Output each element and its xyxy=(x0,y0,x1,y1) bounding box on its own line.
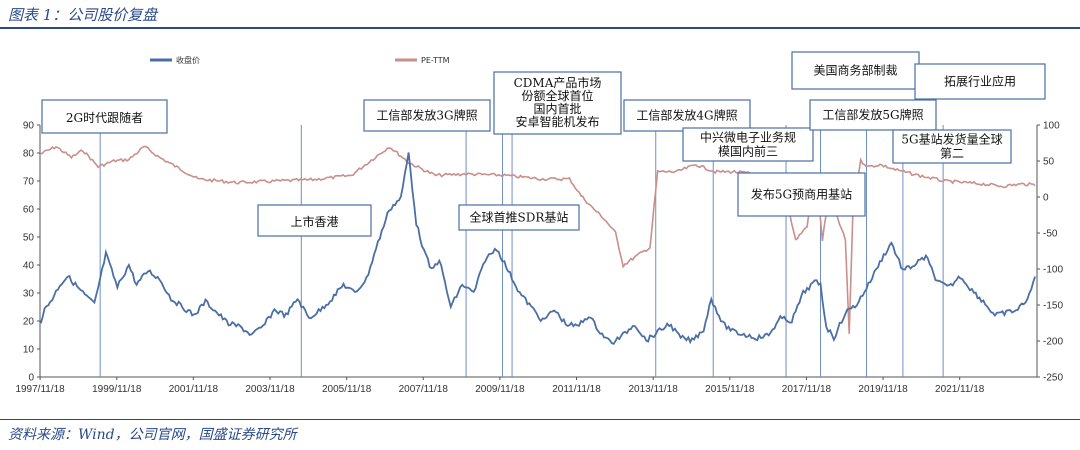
annotation-g5: 工信部发放5G牌照 xyxy=(809,99,937,131)
annotation-box xyxy=(809,99,937,131)
annotation-text: 上市香港 xyxy=(290,214,338,229)
x-tick-label: 1999/11/18 xyxy=(92,384,142,395)
annotation-text: 份额全球首位 xyxy=(521,88,593,103)
annotation-box xyxy=(623,99,751,132)
x-tick-label: 2003/11/18 xyxy=(245,384,295,395)
annotation-text: 5G基站发货量全球 xyxy=(901,132,1002,147)
annotation-box xyxy=(682,127,814,162)
x-tick-label: 2001/11/18 xyxy=(169,384,219,395)
legend: 收盘价 PE-TTM xyxy=(150,55,450,65)
x-tick-label: 2005/11/18 xyxy=(322,384,372,395)
axes: 0 10 20 30 40 50 60 70 80 90 -250 -200 -150 -100 -50 0 5… xyxy=(15,121,1063,396)
x-tick-label: 2021/11/18 xyxy=(935,384,985,395)
x-tick-label: 2011/11/18 xyxy=(552,384,601,395)
annotation-g2: 2G时代跟随者 xyxy=(41,99,168,134)
annotation-box xyxy=(363,99,491,132)
y-left-tick-label: 90 xyxy=(23,121,35,132)
x-tick-label: 2007/11/18 xyxy=(399,384,449,395)
annotation-box xyxy=(892,129,1012,164)
annotation-box xyxy=(458,204,580,231)
legend-label-price: 收盘价 xyxy=(176,55,200,65)
title-rule xyxy=(0,27,1080,29)
y-left-tick-label: 0 xyxy=(28,373,34,384)
x-tick-label: 2013/11/18 xyxy=(629,384,679,395)
closing-price-line xyxy=(39,152,1036,346)
annotation-text: CDMA产品市场 xyxy=(514,75,602,90)
annotation-box xyxy=(737,172,866,217)
figure-title: 图表 1：公司股价复盘 xyxy=(8,6,158,24)
y-left-tick-label: 70 xyxy=(23,177,35,188)
y-right-tick-label: -100 xyxy=(1043,265,1063,276)
annotation-g4: 工信部发放4G牌照 xyxy=(623,99,751,132)
annotation-box xyxy=(257,204,372,237)
annotation-box xyxy=(791,51,920,90)
annotation-text: 安卓智能机发布 xyxy=(515,114,599,129)
y-left-tick-label: 80 xyxy=(23,149,35,160)
figure-source: 资料来源：Wind，公司官网，国盛证券研究所 xyxy=(8,427,297,443)
x-tick-label: 2009/11/18 xyxy=(475,384,525,395)
y-right-tick-label: -50 xyxy=(1043,229,1058,240)
y-left-tick-label: 40 xyxy=(23,261,35,272)
annotation-text: 国内首批 xyxy=(533,101,581,116)
y-left-tick-label: 30 xyxy=(23,289,35,300)
y-left-tick-label: 20 xyxy=(23,317,35,328)
pe-ttm-line xyxy=(40,145,1036,334)
annotation-industry: 拓展行业应用 xyxy=(914,63,1046,100)
annotation-text: 美国商务部制裁 xyxy=(813,63,897,78)
annotation-pre5g: 发布5G预商用基站 xyxy=(737,172,866,217)
annotation-box xyxy=(41,99,168,134)
source-rule xyxy=(0,419,1080,420)
annotation-text: 发布5G预商用基站 xyxy=(751,187,852,202)
annotation-g3: 工信部发放3G牌照 xyxy=(363,99,491,132)
y-left-tick-label: 10 xyxy=(23,345,35,356)
x-tick-label: 2015/11/18 xyxy=(705,384,755,395)
y-right-tick-label: -250 xyxy=(1043,373,1063,384)
annotation-text: 中兴微电子业务规 xyxy=(700,130,796,145)
y-left-tick-label: 50 xyxy=(23,233,35,244)
x-tick-label: 1997/11/18 xyxy=(15,384,65,395)
annotation-text: 模国内前三 xyxy=(718,144,778,159)
y-right-tick-label: 0 xyxy=(1043,193,1049,204)
legend-label-pe: PE-TTM xyxy=(421,56,450,65)
annotation-text: 2G时代跟随者 xyxy=(66,110,143,125)
y-right-tick-label: 100 xyxy=(1043,121,1060,132)
annotation-text: 工信部发放3G牌照 xyxy=(376,108,477,123)
annotation-text: 工信部发放4G牌照 xyxy=(636,108,737,123)
event-guide-lines xyxy=(99,125,944,377)
annotation-box xyxy=(493,71,622,135)
annotation-text: 工信部发放5G牌照 xyxy=(822,107,923,122)
annotation-text: 第二 xyxy=(940,147,964,161)
annotation-sdr: 全球首推SDR基站 xyxy=(458,204,580,231)
y-right-tick-label: 50 xyxy=(1043,157,1055,168)
y-right-tick-label: -150 xyxy=(1043,301,1063,312)
annotation-box xyxy=(914,63,1046,100)
y-left-tick-label: 60 xyxy=(23,205,35,216)
annotation-hk: 上市香港 xyxy=(257,204,372,237)
x-tick-label: 2019/11/18 xyxy=(858,384,908,395)
y-right-tick-label: -200 xyxy=(1043,337,1063,348)
x-tick-label: 2017/11/18 xyxy=(782,384,832,395)
annotation-text: 全球首推SDR基站 xyxy=(470,210,569,225)
annotation-sanction: 美国商务部制裁 xyxy=(791,51,920,90)
annotation-text: 拓展行业应用 xyxy=(944,74,1016,89)
series-lines xyxy=(39,145,1036,346)
